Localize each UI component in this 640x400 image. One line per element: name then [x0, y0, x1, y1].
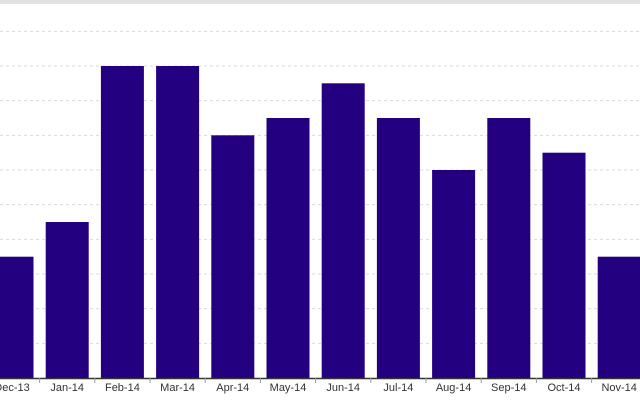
bar-mar-14 — [156, 66, 200, 378]
bar-dec-13 — [0, 256, 34, 378]
bar-aug-14 — [432, 170, 476, 378]
x-tick-label: Apr-14 — [216, 382, 249, 394]
x-tick-label: Mar-14 — [160, 382, 195, 394]
gridlines — [0, 30, 640, 344]
x-tick-label: Jul-14 — [383, 382, 413, 394]
x-axis — [0, 377, 640, 383]
bar-jan-14 — [45, 222, 89, 378]
bar-oct-14 — [542, 152, 586, 378]
bar-apr-14 — [211, 135, 255, 378]
bar-may-14 — [266, 118, 310, 378]
x-tick-label: Aug-14 — [436, 382, 471, 394]
top-border — [0, 0, 640, 4]
bar-jul-14 — [376, 118, 420, 378]
bar-nov-14 — [597, 256, 640, 378]
x-tick-labels: Dec-13 Jan-14 Feb-14 Mar-14 Apr-14 May-14 Jun-… — [0, 382, 637, 394]
x-tick-label: Dec-13 — [0, 382, 30, 394]
x-tick-label: Feb-14 — [105, 382, 140, 394]
x-tick-label: May-14 — [270, 382, 307, 394]
x-tick-label: Sep-14 — [491, 382, 526, 394]
bar-feb-14 — [100, 66, 144, 378]
x-tick-label: Nov-14 — [601, 382, 636, 394]
bar-jun-14 — [321, 83, 365, 379]
x-tick-label: Jun-14 — [326, 382, 360, 394]
bars — [0, 66, 640, 379]
x-tick-label: Jan-14 — [50, 382, 84, 394]
x-tick-label: Oct-14 — [547, 382, 580, 394]
bar-sep-14 — [487, 118, 531, 378]
